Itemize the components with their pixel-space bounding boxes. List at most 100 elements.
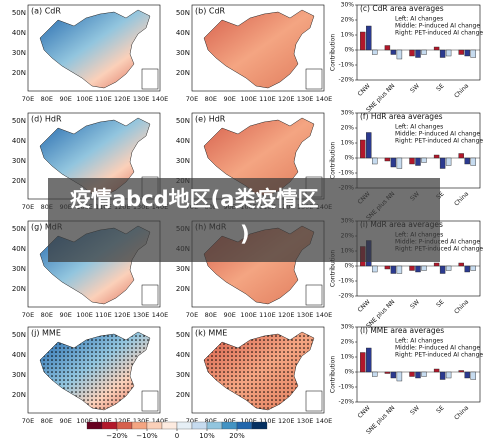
panel-label: (j) MME <box>31 329 61 338</box>
inset-box <box>141 284 159 306</box>
bar <box>439 49 446 58</box>
lon-label: 120E <box>114 311 131 319</box>
bar <box>458 262 464 267</box>
bar <box>445 49 452 57</box>
bar <box>421 157 427 163</box>
y-tick-label: 10% <box>341 140 355 147</box>
bar <box>439 265 446 274</box>
lat-label: 40N <box>176 351 190 359</box>
x-tick-label: CNW <box>356 298 371 313</box>
bar <box>409 371 415 377</box>
legend-entry: Right: PET-induced AI change <box>395 352 483 359</box>
lat-label: 50N <box>12 331 26 339</box>
y-tick-label: -20% <box>338 77 354 84</box>
bar <box>360 139 366 159</box>
bar <box>421 265 427 271</box>
y-tick-label: -10% <box>338 62 354 69</box>
lat-label: 20N <box>176 391 190 399</box>
lon-label: 90E <box>224 417 236 425</box>
lat-label: 50N <box>176 331 190 339</box>
lon-label: 70E <box>186 311 198 319</box>
bar <box>458 370 464 373</box>
y-tick-label: 30% <box>341 324 355 331</box>
y-tick-label: -10% <box>338 170 354 177</box>
colorbar-label: 0 <box>175 432 179 440</box>
colorbar-label: 10% <box>199 432 215 440</box>
colorbar-swatch <box>236 421 253 430</box>
lat-label: 30N <box>176 371 190 379</box>
bar <box>409 265 415 271</box>
lat-label: 30N <box>176 157 190 165</box>
china-shape <box>39 9 151 89</box>
plot-frame <box>356 4 481 81</box>
colorbar-swatch <box>251 421 268 430</box>
bar <box>390 49 397 55</box>
lon-label: 110E <box>95 95 112 103</box>
lon-label: 80E <box>205 417 217 425</box>
bar <box>384 371 391 374</box>
lon-label: 70E <box>22 417 34 425</box>
lon-label: 90E <box>224 95 236 103</box>
y-axis-label: Contribution <box>330 34 337 71</box>
colorbar-swatch <box>176 421 193 430</box>
lon-label: 130E <box>297 95 314 103</box>
map <box>39 331 151 411</box>
lon-label: 100E <box>240 417 257 425</box>
lat-label: 50N <box>176 117 190 125</box>
lon-label: 110E <box>259 417 276 425</box>
lat-label: 30N <box>176 265 190 273</box>
legend-entry: Middle: P-induced AI change <box>395 131 480 138</box>
lon-label: 80E <box>41 203 53 211</box>
overlay-text: 疫情abcd地区(a类疫情区 <box>70 187 318 211</box>
lon-label: 100E <box>76 95 93 103</box>
lon-label: 120E <box>114 417 131 425</box>
y-tick-label: 30% <box>341 110 355 117</box>
colorbar-label: −20% <box>106 432 128 440</box>
lat-label: 20N <box>176 69 190 77</box>
inset-box <box>141 68 159 90</box>
overlay-banner: 疫情abcd地区(a类疫情区 ) <box>48 178 440 262</box>
bar <box>464 49 470 57</box>
lat-label: 20N <box>176 285 190 293</box>
bar <box>384 265 391 270</box>
lat-label: 40N <box>12 29 26 37</box>
bar <box>366 347 372 373</box>
colorbar-swatch <box>131 421 148 430</box>
map <box>203 331 315 411</box>
overlay-text: ) <box>240 222 250 246</box>
bar <box>390 157 397 168</box>
chart-title: (l) MME area averages <box>360 326 444 335</box>
lat-label: 20N <box>12 285 26 293</box>
bar <box>372 157 378 165</box>
bar <box>372 265 378 273</box>
colorbar-swatch <box>161 421 178 430</box>
colorbar-swatch <box>146 421 163 430</box>
colorbar-swatch <box>221 421 238 430</box>
bar <box>384 45 391 51</box>
y-tick-label: 30% <box>341 2 355 9</box>
panel-label: (a) CdR <box>31 7 61 16</box>
lat-label: 30N <box>12 157 26 165</box>
panel-label: (d) HdR <box>31 115 62 124</box>
bar <box>390 371 397 379</box>
lon-label: 140E <box>316 417 333 425</box>
bar <box>409 157 415 165</box>
lon-label: 70E <box>186 95 198 103</box>
lon-label: 90E <box>60 311 72 319</box>
bar <box>433 368 440 373</box>
lon-label: 90E <box>60 95 72 103</box>
lon-label: 70E <box>186 417 198 425</box>
bar <box>372 371 378 377</box>
bar <box>458 153 464 159</box>
y-tick-label: 10% <box>341 354 355 361</box>
y-axis-label: Contribution <box>330 142 337 179</box>
lon-label: 100E <box>76 417 93 425</box>
bar <box>396 265 403 274</box>
y-tick-label: -10% <box>338 384 354 391</box>
bar <box>396 157 403 169</box>
lon-label: 80E <box>205 95 217 103</box>
bar <box>470 265 476 271</box>
bar <box>433 154 440 159</box>
colorbar-swatch <box>116 421 133 430</box>
lat-label: 40N <box>176 137 190 145</box>
